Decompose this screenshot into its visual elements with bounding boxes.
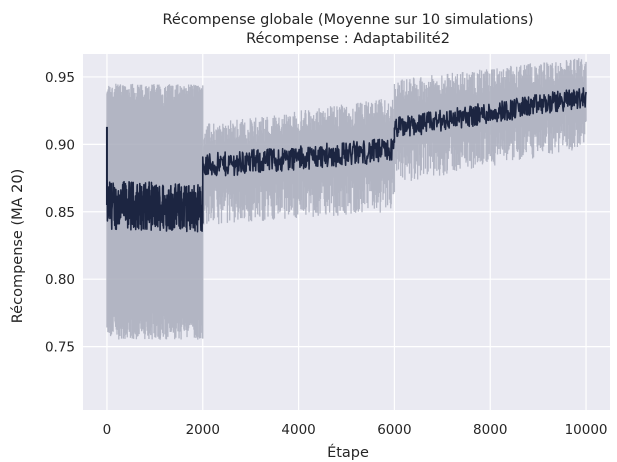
x-tick-labels: 0 2000 4000 6000 8000 10000 [103,422,608,438]
x-tick-label: 10000 [565,422,608,438]
y-tick-label: 0.80 [45,272,75,288]
chart-title: Récompense globale (Moyenne sur 10 simul… [162,12,533,28]
x-tick-label: 8000 [473,422,507,438]
x-tick-label: 2000 [186,422,220,438]
x-tick-label: 6000 [377,422,411,438]
y-tick-label: 0.95 [45,70,75,86]
y-tick-label: 0.85 [45,205,75,221]
y-tick-label: 0.90 [45,137,75,153]
y-tick-label: 0.75 [45,340,75,356]
x-tick-label: 0 [103,422,112,438]
x-axis-label: Étape [327,444,369,461]
x-tick-label: 4000 [281,422,315,438]
mean-reward-line [106,87,587,233]
series-layer [105,58,587,340]
y-axis-label: Récompense (MA 20) [10,169,26,324]
y-tick-labels: 0.75 0.80 0.85 0.90 0.95 [45,70,75,356]
chart-subtitle: Récompense : Adaptabilité2 [246,31,450,47]
